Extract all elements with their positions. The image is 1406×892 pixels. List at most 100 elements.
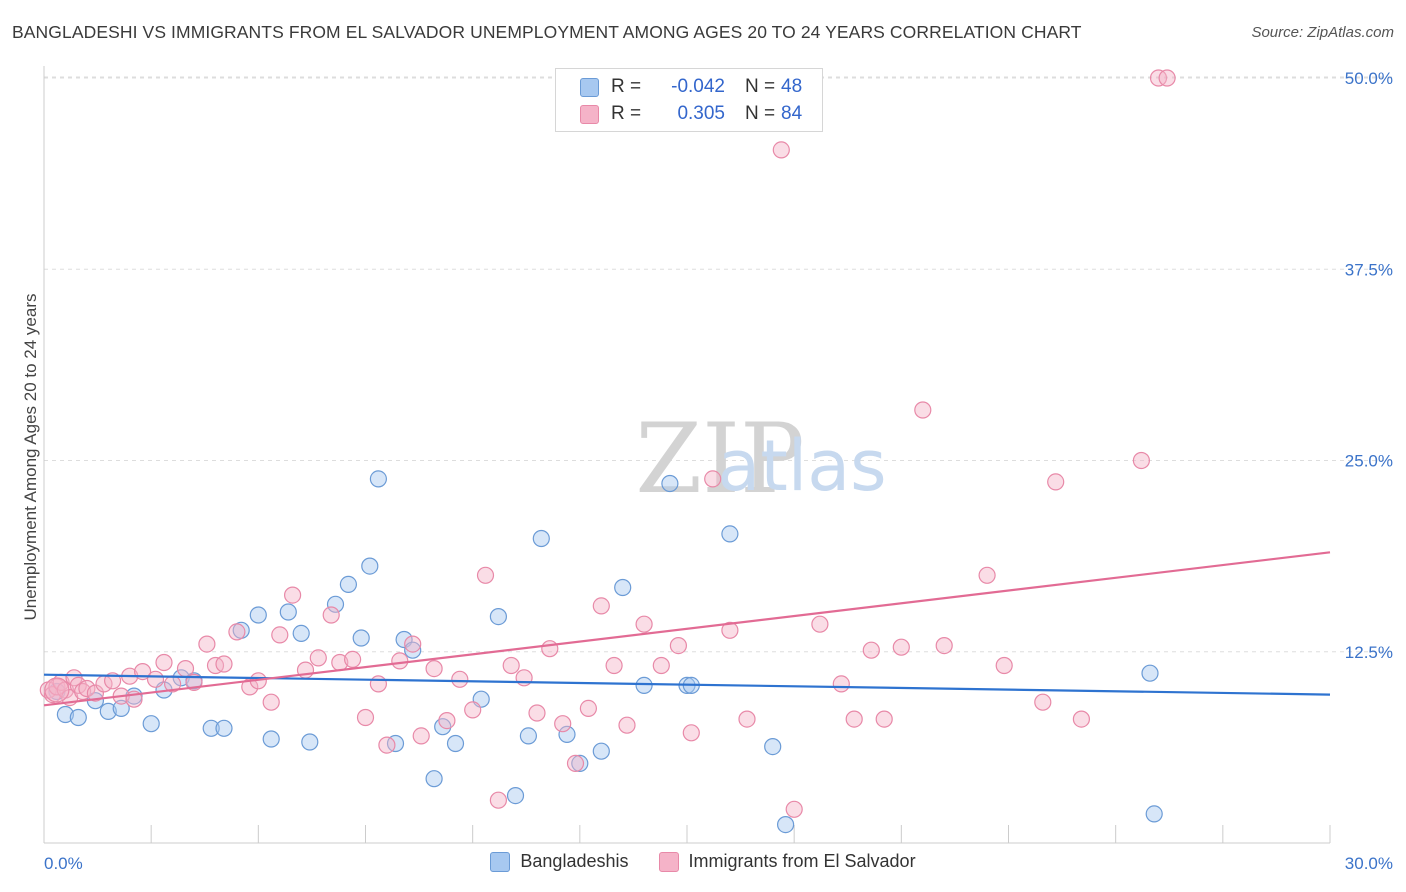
y-tick-label: 37.5% — [1345, 260, 1393, 279]
data-points — [39, 69, 1176, 834]
el-salvador-point — [451, 670, 469, 688]
legend-swatch-bangladeshis — [490, 851, 511, 872]
bangladeshi-point — [249, 606, 267, 624]
bangladeshi-point — [99, 702, 117, 721]
el-salvador-point — [554, 715, 572, 733]
el-salvador-point — [669, 636, 688, 655]
bangladeshi-point — [721, 525, 739, 543]
bangladeshi-point — [56, 705, 75, 724]
bangladeshi-point — [326, 595, 345, 613]
y-tick-label: 50.0% — [1345, 69, 1393, 88]
legend-label-bangladeshis: Bangladeshis — [520, 851, 629, 871]
el-salvador-point — [1034, 693, 1052, 711]
el-salvador-point — [369, 675, 387, 693]
el-salvador-point — [528, 704, 546, 722]
bangladeshi-point — [112, 699, 130, 718]
bangladeshi-point — [661, 474, 679, 493]
correlation-legend: R = -0.042 N = 48 R = 0.305 N = 84 — [555, 68, 823, 132]
el-salvador-point — [845, 710, 863, 728]
bangladeshi-point — [404, 641, 422, 659]
legend-r-label: R = — [611, 103, 642, 124]
el-salvador-point — [155, 653, 173, 672]
el-salvador-point — [271, 626, 289, 644]
el-salvador-point — [489, 791, 507, 809]
el-salvador-point — [206, 656, 225, 675]
legend-swatch-bangladeshis — [580, 77, 599, 97]
bangladeshi-trend-line — [43, 673, 1331, 696]
legend-n-label: N = — [745, 103, 776, 124]
legend-r-value: 0.305 — [677, 103, 725, 124]
y-tick-label: 25.0% — [1345, 452, 1393, 471]
el-salvador-point — [378, 736, 396, 754]
el-salvador-point — [592, 597, 610, 615]
el-salvador-point — [832, 675, 850, 693]
gridlines — [44, 76, 1394, 653]
el-salvador-point — [1132, 451, 1151, 470]
legend-swatch-el-salvador — [658, 851, 679, 872]
el-salvador-point — [146, 670, 165, 688]
bangladeshi-point — [301, 733, 319, 751]
el-salvador-point — [652, 656, 670, 675]
el-salvador-point — [262, 693, 280, 711]
el-salvador-point — [86, 684, 105, 702]
el-salvador-point — [811, 615, 829, 633]
bangladeshi-point — [292, 624, 310, 643]
el-salvador-point — [1072, 710, 1091, 728]
bangladeshi-point — [361, 557, 379, 575]
el-salvador-point — [176, 659, 195, 678]
bangladeshi-point — [279, 603, 297, 621]
el-salvador-point — [78, 679, 96, 698]
el-salvador-point — [344, 650, 362, 669]
el-salvador-point — [515, 669, 533, 687]
watermark-atlas: atlas — [717, 425, 886, 507]
el-salvador-point — [425, 659, 443, 678]
el-salvador-point — [228, 623, 246, 641]
el-salvador-point — [785, 800, 803, 818]
legend-n-value: 48 — [781, 76, 803, 97]
el-salvador-point — [322, 606, 340, 624]
el-salvador-point — [995, 656, 1013, 675]
el-salvador-point — [412, 727, 430, 745]
bangladeshi-point — [1145, 805, 1163, 823]
bangladeshi-point — [571, 754, 589, 773]
bangladeshi-point — [142, 715, 160, 733]
el-salvador-point — [309, 649, 327, 667]
legend-r-value: -0.042 — [671, 76, 725, 97]
bangladeshi-point — [215, 719, 233, 737]
el-salvador-point — [356, 708, 375, 727]
el-salvador-point — [476, 566, 495, 584]
bangladeshi-point — [519, 727, 538, 745]
legend-r-label: R = — [611, 76, 642, 97]
legend-n-label: N = — [745, 76, 776, 97]
watermark-zip: ZIP — [635, 403, 804, 515]
legend-row-el-salvador: R = 0.305 N = 84 — [580, 102, 802, 126]
el-salvador-point — [198, 635, 216, 653]
el-salvador-point — [284, 586, 302, 604]
bangladeshi-point — [506, 786, 525, 805]
el-salvador-point — [391, 652, 409, 670]
bangladeshi-point — [776, 815, 795, 834]
y-axis-label: Unemployment Among Ages 20 to 24 years — [21, 294, 40, 621]
legend-item-el-salvador[interactable]: Immigrants from El Salvador — [658, 851, 916, 872]
el-salvador-point — [1047, 473, 1065, 491]
bangladeshi-point — [386, 734, 405, 753]
bangladeshi-point — [1141, 664, 1159, 682]
legend-row-bangladeshis: R = -0.042 N = 48 — [580, 75, 802, 99]
el-salvador-point — [502, 656, 520, 675]
el-salvador-point — [215, 655, 233, 673]
bangladeshi-point — [532, 529, 550, 548]
bangladeshi-point — [764, 737, 782, 756]
bangladeshi-point — [262, 730, 280, 748]
el-salvador-point — [682, 724, 700, 742]
el-salvador-point — [404, 635, 422, 653]
legend-item-bangladeshis[interactable]: Bangladeshis — [490, 851, 629, 872]
legend-n-value: 84 — [781, 103, 803, 124]
el-salvador-point — [738, 710, 756, 728]
bangladeshi-point — [425, 770, 443, 788]
bangladeshi-point — [352, 629, 370, 647]
el-salvador-trend-line — [43, 551, 1331, 707]
el-salvador-point — [618, 716, 636, 734]
el-salvador-point — [875, 710, 893, 728]
trend-lines — [43, 551, 1331, 707]
